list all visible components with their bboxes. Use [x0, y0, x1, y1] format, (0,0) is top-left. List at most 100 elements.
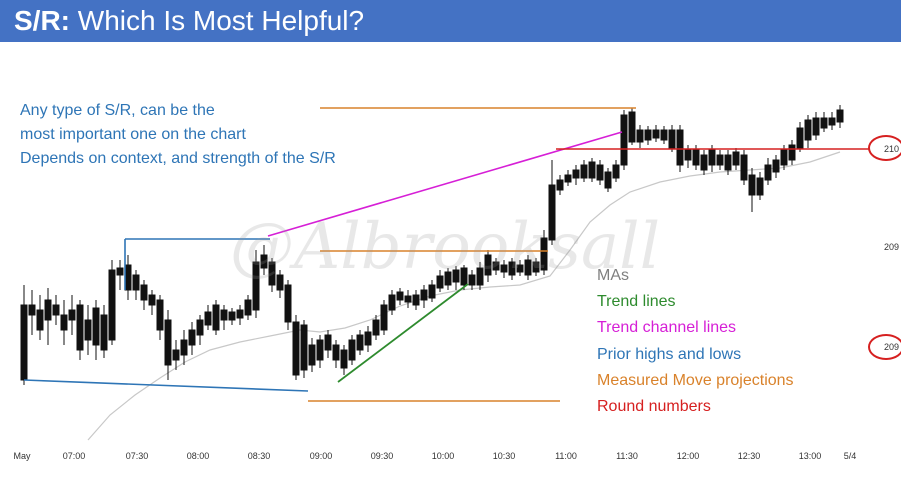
legend-measured-move: Measured Move projections: [597, 372, 794, 389]
legend-trend-channel-lines: Trend channel lines: [597, 319, 737, 336]
candle-body-60: [500, 264, 508, 273]
candle-body-97: [796, 127, 804, 149]
x-tick-label: 12:30: [738, 451, 761, 461]
slide-title-rest: Which Is Most Helpful?: [70, 5, 365, 36]
candle-body-73: [604, 171, 612, 189]
candle-body-5: [60, 314, 68, 331]
candle-body-84: [692, 149, 700, 166]
candle-body-92: [756, 177, 764, 196]
candle-body-76: [628, 111, 636, 143]
candle-body-94: [772, 159, 780, 173]
x-tick-label: 13:00: [799, 451, 822, 461]
round-number-circle-210: [868, 135, 901, 161]
candle-body-96: [788, 144, 796, 161]
candle-body-57: [476, 267, 484, 286]
candle-body-91: [748, 174, 756, 196]
candle-body-34: [292, 321, 300, 376]
candle-body-59: [492, 261, 500, 271]
candle-body-78: [644, 129, 652, 141]
x-tick-label: 09:00: [310, 451, 333, 461]
candle-body-69: [572, 169, 580, 179]
candle-body-19: [172, 349, 180, 361]
slide-title-bold: S/R:: [14, 5, 70, 36]
candle-body-32: [276, 274, 284, 291]
candle-body-39: [332, 344, 340, 361]
candle-body-12: [116, 267, 124, 276]
candle-body-41: [348, 339, 356, 361]
x-tick-label: 07:00: [63, 451, 86, 461]
candle-body-70: [580, 164, 588, 179]
x-tick-label: 10:30: [493, 451, 516, 461]
trend-line: [337, 283, 469, 383]
candle-body-85: [700, 154, 708, 171]
candle-body-44: [372, 319, 380, 336]
candle-body-28: [244, 299, 252, 316]
candle-body-45: [380, 304, 388, 331]
candle-body-49: [412, 294, 420, 306]
candle-body-65: [540, 237, 548, 271]
candle-body-68: [564, 174, 572, 183]
candle-body-52: [436, 275, 444, 289]
candle-body-14: [132, 274, 140, 291]
candle-body-64: [532, 261, 540, 273]
candle-body-89: [732, 151, 740, 166]
prior-low-line: [23, 379, 309, 392]
candle-body-4: [52, 304, 60, 316]
candle-body-98: [804, 119, 812, 141]
candle-body-55: [460, 267, 468, 286]
note-line-1: Any type of S/R, can be the: [20, 102, 215, 119]
candle-body-87: [716, 154, 724, 166]
candle-body-9: [92, 307, 100, 346]
candle-body-2: [36, 309, 44, 331]
candle-body-82: [676, 129, 684, 166]
candle-body-35: [300, 324, 308, 371]
candle-body-36: [308, 344, 316, 366]
candle-body-0: [20, 304, 28, 381]
candle-body-3: [44, 299, 52, 321]
candle-body-26: [228, 311, 236, 321]
candle-body-67: [556, 179, 564, 191]
candle-body-51: [428, 284, 436, 299]
x-tick-label: May: [13, 451, 31, 461]
title-bar: S/R: Which Is Most Helpful?: [0, 0, 901, 42]
slide-title: S/R: Which Is Most Helpful?: [14, 3, 364, 39]
candle-body-88: [724, 154, 732, 171]
candle-body-16: [148, 294, 156, 306]
price-label-209-upper: 209: [884, 242, 900, 252]
candle-body-86: [708, 149, 716, 166]
candle-body-66: [548, 184, 556, 241]
candle-body-40: [340, 349, 348, 369]
x-tick-label: 08:00: [187, 451, 210, 461]
candle-body-90: [740, 154, 748, 181]
x-tick-label: 12:00: [677, 451, 700, 461]
candle-body-25: [220, 309, 228, 321]
candle-body-74: [612, 164, 620, 179]
candle-body-24: [212, 304, 220, 331]
legend-trend-lines: Trend lines: [597, 293, 676, 310]
candle-body-63: [524, 259, 532, 276]
candle-body-83: [684, 149, 692, 161]
moving-average-line: [87, 151, 841, 441]
candle-body-79: [652, 129, 660, 139]
candle-body-1: [28, 304, 36, 316]
candle-body-30: [260, 254, 268, 269]
x-tick-label: 5/4: [844, 451, 857, 461]
candle-body-99: [812, 117, 820, 136]
candle-body-23: [204, 311, 212, 326]
candle-body-58: [484, 254, 492, 276]
x-tick-label: 11:00: [555, 451, 577, 461]
candle-body-61: [508, 261, 516, 276]
candle-body-6: [68, 309, 76, 321]
candle-body-27: [236, 309, 244, 319]
candle-body-77: [636, 129, 644, 143]
candle-body-54: [452, 269, 460, 283]
candle-body-18: [164, 319, 172, 366]
candle-body-20: [180, 339, 188, 356]
candle-body-37: [316, 339, 324, 361]
note-line-3: Depends on context, and strength of the …: [20, 150, 336, 167]
candle-body-15: [140, 284, 148, 301]
candle-body-43: [364, 331, 372, 346]
candle-body-56: [468, 274, 476, 286]
candle-body-102: [836, 109, 844, 123]
candle-body-42: [356, 334, 364, 351]
